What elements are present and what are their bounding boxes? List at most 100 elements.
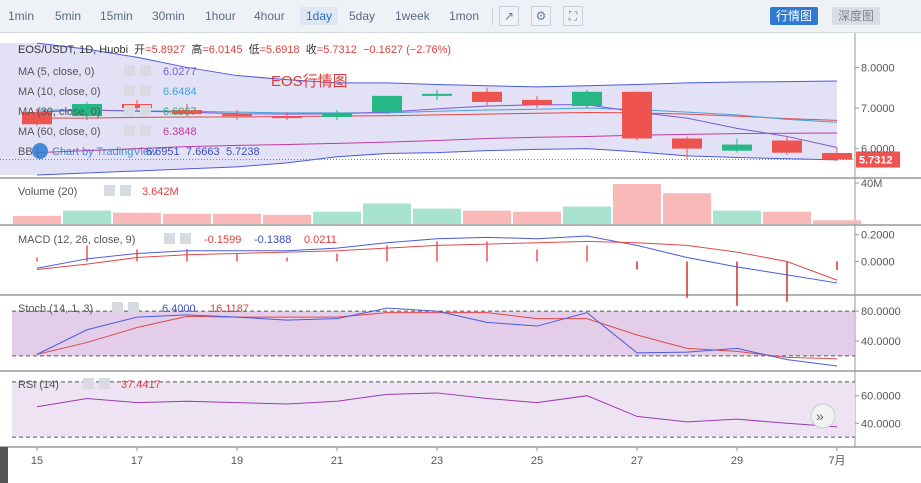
rsi-line bbox=[36, 392, 838, 428]
scroll-to-latest-button[interactable] bbox=[810, 403, 836, 429]
volume-bar bbox=[763, 211, 811, 224]
bollinger-band-fill bbox=[0, 43, 837, 176]
timeframe-1day[interactable]: 1day bbox=[300, 7, 339, 25]
settings-icon bbox=[124, 85, 135, 96]
macd-legend-label: MACD (12, 26, close, 9) bbox=[18, 234, 135, 246]
bb-lower-line bbox=[36, 148, 838, 176]
volume-bar bbox=[113, 212, 161, 224]
timeframe-5day[interactable]: 5day bbox=[349, 9, 376, 23]
bb-legend-value: 5.7238 bbox=[226, 146, 260, 158]
price-tick-label: 8.0000 bbox=[861, 62, 895, 74]
macd-signal-line bbox=[36, 240, 838, 281]
ma-legend-value: 6.6484 bbox=[163, 86, 197, 98]
tradingview-logo-icon bbox=[32, 143, 48, 159]
timeframe-1mon[interactable]: 1mon bbox=[449, 9, 480, 23]
stoch-tick-label: 40.0000 bbox=[861, 336, 901, 348]
date-tick-label: 15 bbox=[31, 455, 43, 467]
ma-legend-label: MA (60, close, 0) bbox=[18, 126, 101, 138]
timeframe-5min[interactable]: 5min bbox=[55, 9, 82, 23]
settings-icon bbox=[124, 105, 135, 116]
timeframe-30min[interactable]: 30min bbox=[152, 9, 185, 23]
line-chart-icon[interactable]: ↗ bbox=[499, 6, 519, 26]
volume-legend-value: 3.642M bbox=[142, 186, 179, 198]
volume-bar bbox=[463, 210, 511, 224]
ohlc-header-part: =5.6918 bbox=[260, 44, 300, 56]
fullscreen-icon[interactable]: ⛶ bbox=[563, 6, 583, 26]
settings-icon bbox=[104, 185, 115, 196]
ma-legend-label: MA (5, close, 0) bbox=[18, 66, 94, 78]
timeframe-1week[interactable]: 1week bbox=[395, 9, 430, 23]
stoch-legend-value: 16.1187 bbox=[210, 303, 249, 315]
stoch-d-line bbox=[36, 312, 838, 360]
ohlc-header-part: =5.8927 bbox=[145, 44, 185, 56]
settings-icon bbox=[124, 125, 135, 136]
close-icon bbox=[99, 378, 110, 389]
candle-body bbox=[772, 140, 802, 153]
ohlc-header-part: 低 bbox=[249, 43, 260, 56]
ma5-line bbox=[36, 104, 838, 148]
toolbar: 1min 5min 15min 30min 1hour 4hour 1day 5day 1wee… bbox=[0, 0, 921, 33]
settings-icon bbox=[112, 302, 123, 313]
close-icon bbox=[140, 65, 151, 76]
ohlc-header-part: =6.0145 bbox=[202, 44, 242, 56]
ohlc-header-part: 高 bbox=[191, 42, 202, 56]
stoch-band-fill bbox=[12, 311, 855, 356]
last-price-badge bbox=[856, 151, 900, 168]
date-tick-label: 25 bbox=[531, 455, 543, 467]
candle-body bbox=[822, 152, 852, 160]
volume-tick-label: 40M bbox=[861, 178, 882, 190]
date-tick-label: 17 bbox=[131, 455, 143, 467]
date-tick-label: 19 bbox=[231, 455, 243, 467]
candle-body bbox=[122, 103, 152, 109]
volume-bar bbox=[513, 211, 561, 224]
candle-body bbox=[622, 91, 652, 139]
candle-body bbox=[172, 110, 202, 115]
date-tick-label: 7月 bbox=[828, 455, 845, 467]
macd-legend-value: -0.1388 bbox=[254, 234, 291, 246]
depth-chart-button[interactable]: 深度图 bbox=[832, 7, 881, 25]
rsi-tick-label: 60.0000 bbox=[861, 391, 901, 403]
ohlc-header: EOS/USDT, 1D, Huobi 开=5.8927 高=6.0145 低=… bbox=[18, 42, 451, 56]
price-chart[interactable]: 5.7312 8.0000 7.0000 6.0000 EOS/USDT, 1D, Hu… bbox=[0, 33, 921, 483]
volume-bar bbox=[713, 210, 761, 224]
candle-body bbox=[472, 91, 502, 102]
candle-body bbox=[572, 91, 602, 106]
candle-body bbox=[672, 138, 702, 149]
last-price-label: 5.7312 bbox=[859, 155, 893, 167]
volume-legend-label: Volume (20) bbox=[18, 186, 77, 198]
macd-legend-value: 0.0211 bbox=[304, 234, 337, 246]
close-icon bbox=[140, 85, 151, 96]
close-icon bbox=[128, 302, 139, 313]
candle-body bbox=[522, 99, 552, 105]
candle-body bbox=[322, 112, 352, 117]
quote-chart-button[interactable]: 行情图 bbox=[770, 7, 819, 25]
candle-body bbox=[72, 103, 102, 117]
date-tick-label: 21 bbox=[331, 455, 343, 467]
ma60-line bbox=[36, 132, 838, 154]
settings-icon[interactable]: ⚙ bbox=[531, 6, 551, 26]
ma-legend-label: MA (10, close, 0) bbox=[18, 86, 101, 98]
double-chevron-right-icon: » bbox=[816, 408, 824, 424]
volume-bar bbox=[213, 213, 261, 224]
bb-legend-value: 7.6663 bbox=[186, 146, 220, 158]
ma-legend-label: MA (30, close, 0) bbox=[18, 106, 101, 118]
close-icon bbox=[140, 125, 151, 136]
timeframe-4hour[interactable]: 4hour bbox=[254, 9, 285, 23]
toolbar-divider bbox=[492, 8, 493, 25]
price-tick-label: 7.0000 bbox=[861, 103, 895, 115]
macd-tick-label: 0.0000 bbox=[861, 257, 895, 269]
stoch-legend-label: Stoch (14, 1, 3) bbox=[18, 303, 93, 315]
timeframe-1hour[interactable]: 1hour bbox=[205, 9, 236, 23]
candle-body bbox=[22, 112, 52, 125]
ohlc-header-part: EOS/USDT, 1D, Huobi bbox=[18, 44, 128, 56]
macd-line bbox=[36, 235, 838, 284]
date-tick-label: 23 bbox=[431, 455, 443, 467]
rsi-legend-label: RSI (14) bbox=[18, 379, 59, 391]
rsi-band-fill bbox=[12, 381, 855, 438]
volume-bar bbox=[363, 203, 411, 224]
timeframe-15min[interactable]: 15min bbox=[100, 9, 133, 23]
timeframe-1min[interactable]: 1min bbox=[8, 9, 35, 23]
volume-bar bbox=[63, 210, 111, 224]
candle-body bbox=[372, 95, 402, 113]
volume-bar bbox=[813, 220, 861, 224]
